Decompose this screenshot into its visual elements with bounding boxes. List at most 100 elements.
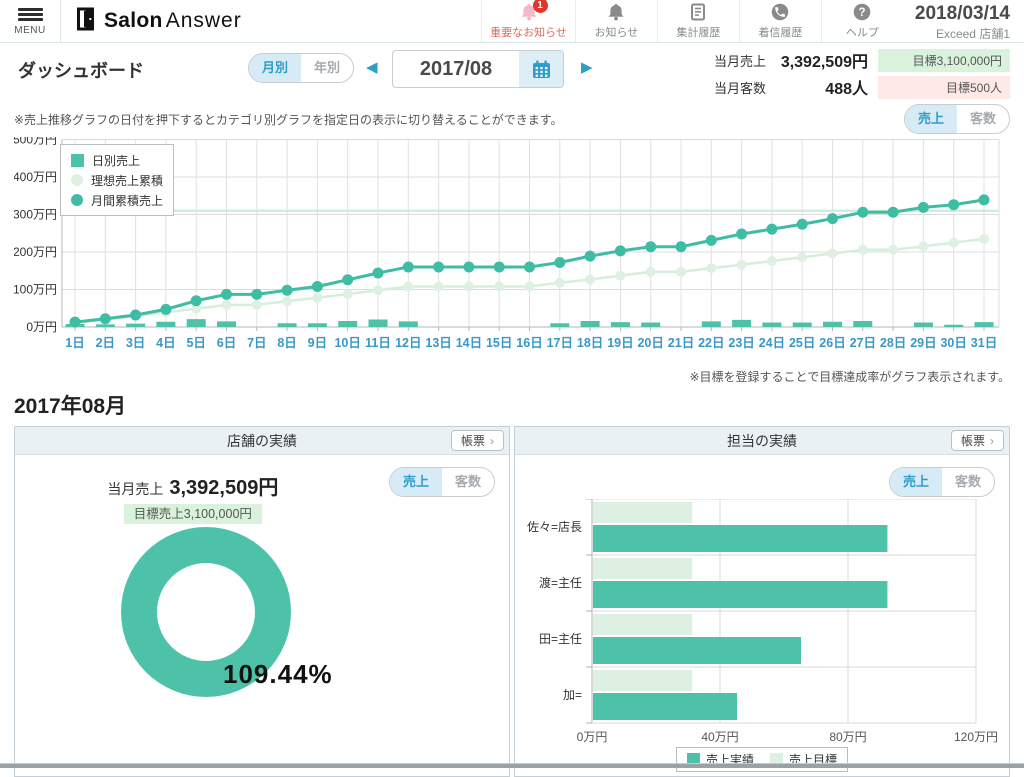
next-month-button[interactable]: ▶ bbox=[581, 59, 593, 76]
day-label[interactable]: 20日 bbox=[637, 336, 663, 350]
target-sales-swatch bbox=[770, 753, 783, 766]
day-label[interactable]: 23日 bbox=[728, 336, 754, 350]
monthly-cumulative-marker bbox=[281, 284, 293, 296]
daily-sales-bar bbox=[944, 324, 964, 327]
store-customers-option[interactable]: 客数 bbox=[454, 474, 481, 489]
day-label[interactable]: 30日 bbox=[940, 336, 966, 350]
day-label[interactable]: 15日 bbox=[486, 336, 512, 350]
day-label[interactable]: 31日 bbox=[971, 336, 997, 350]
daily-sales-bar bbox=[701, 321, 721, 327]
notification-badge: 1 bbox=[532, 0, 548, 13]
day-label[interactable]: 9日 bbox=[308, 336, 327, 350]
monthly-cumulative-marker bbox=[827, 213, 838, 225]
day-label[interactable]: 12日 bbox=[395, 336, 421, 350]
day-label[interactable]: 3日 bbox=[126, 336, 145, 350]
sales-trend-chart: 0万円 100万円 200万円 300万円 400万円 500万円 1日 2日 3日 4日 5日 6日… bbox=[13, 133, 1011, 385]
nav-help[interactable]: ? ヘルプ bbox=[820, 0, 903, 42]
day-label[interactable]: 13日 bbox=[425, 336, 451, 350]
staff-x-tick-label: 0万円 bbox=[577, 730, 608, 744]
y-tick-label: 400万円 bbox=[14, 170, 57, 184]
daily-sales-bar bbox=[217, 321, 236, 327]
y-tick-label: 0万円 bbox=[26, 320, 57, 334]
period-yearly-option[interactable]: 年別 bbox=[313, 60, 340, 75]
daily-sales-bar bbox=[550, 323, 570, 327]
day-label[interactable]: 8日 bbox=[277, 336, 296, 350]
day-label[interactable]: 24日 bbox=[759, 336, 785, 350]
date-value[interactable]: 2017/08 bbox=[419, 58, 493, 80]
ideal-cumulative-marker bbox=[857, 244, 868, 255]
day-label[interactable]: 5日 bbox=[186, 336, 205, 350]
summary-sales-row: 当月売上 3,392,509円 目標3,100,000円 bbox=[714, 48, 1010, 72]
day-label[interactable]: 26日 bbox=[819, 336, 845, 350]
trend-legend: 日別売上 理想売上累積 月間累積売上 bbox=[60, 144, 175, 216]
document-icon bbox=[689, 3, 707, 21]
staff-sales-option[interactable]: 売上 bbox=[890, 468, 942, 496]
nav-aggregation-history[interactable]: 集計履歴 bbox=[656, 0, 739, 42]
day-label[interactable]: 14日 bbox=[456, 336, 482, 350]
day-label[interactable]: 1日 bbox=[65, 336, 84, 350]
day-label[interactable]: 25日 bbox=[789, 336, 815, 350]
nav-call-history[interactable]: 着信履歴 bbox=[738, 0, 821, 42]
monthly-cumulative-marker bbox=[917, 201, 929, 213]
monthly-summary: 当月売上 3,392,509円 目標3,100,000円 当月客数 488人 目… bbox=[714, 48, 1010, 102]
staff-report-button[interactable]: 帳票 › bbox=[950, 430, 1004, 451]
period-monthly-option[interactable]: 月別 bbox=[249, 54, 301, 82]
y-tick-label: 100万円 bbox=[14, 283, 57, 297]
ideal-cumulative-marker bbox=[585, 274, 596, 285]
day-label[interactable]: 29日 bbox=[910, 336, 936, 350]
day-label[interactable]: 21日 bbox=[668, 336, 694, 350]
menu-button[interactable]: MENU bbox=[0, 0, 61, 42]
staff-customers-option[interactable]: 客数 bbox=[954, 474, 981, 489]
calendar-button[interactable] bbox=[519, 51, 563, 87]
day-label[interactable]: 27日 bbox=[850, 336, 876, 350]
app-header: MENU Salon Answer 1 重要なお知らせ お知らせ 集計履歴 着信履… bbox=[0, 0, 1024, 43]
day-label[interactable]: 18日 bbox=[577, 336, 603, 350]
day-label[interactable]: 16日 bbox=[516, 336, 542, 350]
staff-target-bar bbox=[593, 614, 693, 635]
day-label[interactable]: 6日 bbox=[217, 336, 236, 350]
daily-sales-bar bbox=[307, 323, 327, 327]
day-label[interactable]: 19日 bbox=[607, 336, 633, 350]
store-monthly-sales: 当月売上 3,392,509円 bbox=[107, 477, 279, 499]
day-label[interactable]: 7日 bbox=[247, 336, 266, 350]
nav-news[interactable]: お知らせ bbox=[574, 0, 657, 42]
bell-icon bbox=[606, 3, 626, 21]
nav-important-news[interactable]: 1 重要なお知らせ bbox=[481, 0, 575, 42]
staff-chart-svg: 0万円 40万円 80万円 120万円 佐々=店長渡=主任田=主任加= bbox=[527, 499, 998, 744]
monthly-cumulative-marker bbox=[311, 281, 323, 292]
day-label[interactable]: 22日 bbox=[698, 336, 724, 350]
ideal-cumulative-marker bbox=[312, 292, 323, 303]
day-label[interactable]: 2日 bbox=[96, 336, 115, 350]
ideal-cumulative-marker bbox=[676, 266, 686, 277]
trend-customers-option[interactable]: 客数 bbox=[969, 111, 996, 126]
monthly-cumulative-marker bbox=[645, 241, 657, 253]
day-label[interactable]: 28日 bbox=[880, 336, 906, 350]
achievement-donut-chart bbox=[121, 527, 291, 697]
sales-trend-svg: 0万円 100万円 200万円 300万円 400万円 500万円 1日 2日 3日 4日 5日 6日… bbox=[13, 133, 1000, 350]
prev-month-button[interactable]: ◀ bbox=[366, 59, 378, 76]
summary-customers-row: 当月客数 488人 目標500人 bbox=[714, 75, 1010, 99]
day-label[interactable]: 10日 bbox=[334, 336, 360, 350]
day-label[interactable]: 17日 bbox=[547, 336, 573, 350]
monthly-cumulative-marker bbox=[736, 228, 748, 240]
daily-sales-bar bbox=[277, 323, 297, 327]
store-sales-option[interactable]: 売上 bbox=[390, 468, 442, 496]
staff-name-label: 加= bbox=[563, 688, 582, 702]
monthly-cumulative-marker bbox=[887, 206, 899, 218]
day-label[interactable]: 4日 bbox=[156, 336, 175, 350]
monthly-cumulative-marker bbox=[554, 257, 566, 268]
hamburger-icon bbox=[17, 6, 43, 23]
ideal-cumulative-marker bbox=[948, 237, 959, 248]
staff-legend: 売上実績 売上目標 bbox=[675, 747, 849, 772]
store-card-title: 店舗の実績 bbox=[227, 433, 297, 449]
daily-sales-bar bbox=[186, 319, 206, 327]
daily-sales-bar bbox=[156, 321, 176, 327]
trend-sales-option[interactable]: 売上 bbox=[905, 105, 957, 133]
day-label[interactable]: 11日 bbox=[365, 336, 391, 350]
store-report-button[interactable]: 帳票 › bbox=[450, 430, 504, 451]
brand-logo[interactable]: Salon Answer bbox=[61, 0, 242, 42]
staff-actual-bar bbox=[593, 693, 737, 720]
daily-sales-bar bbox=[338, 321, 358, 327]
target-registration-note: ※目標を登録することで目標達成率がグラフ表示されます。 bbox=[689, 370, 1011, 384]
monthly-cumulative-marker bbox=[493, 261, 505, 273]
